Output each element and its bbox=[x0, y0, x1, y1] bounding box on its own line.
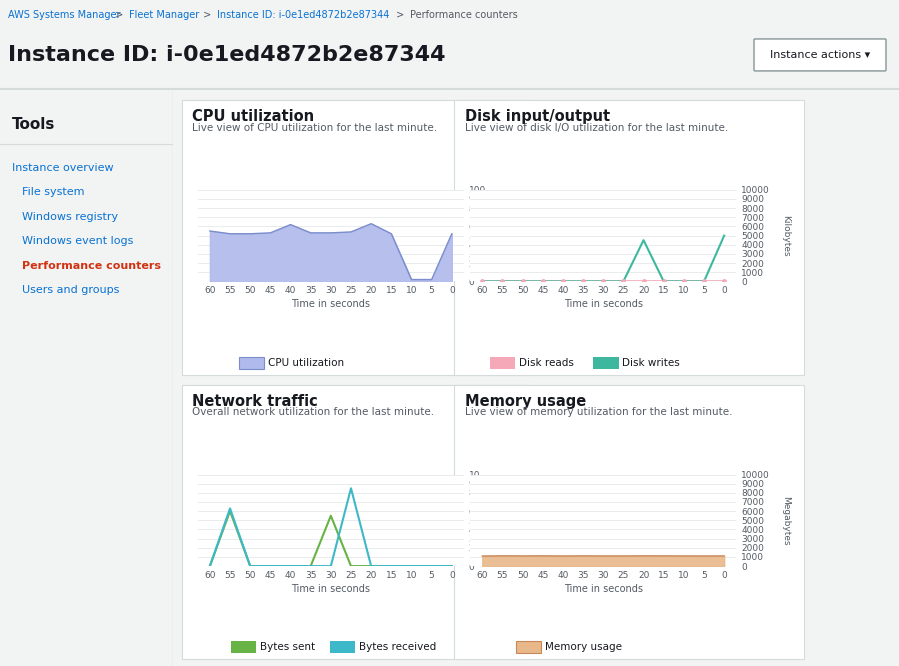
Text: Disk writes: Disk writes bbox=[622, 358, 680, 368]
Text: >: > bbox=[112, 10, 127, 20]
Text: Network traffic: Network traffic bbox=[192, 394, 318, 409]
Y-axis label: % Utilization: % Utilization bbox=[497, 207, 506, 264]
Text: Fleet Manager: Fleet Manager bbox=[129, 10, 200, 20]
X-axis label: Time in seconds: Time in seconds bbox=[291, 300, 370, 310]
Point bbox=[556, 276, 570, 286]
Point bbox=[656, 276, 671, 286]
Text: Instance ID: i-0e1ed4872b2e87344: Instance ID: i-0e1ed4872b2e87344 bbox=[217, 10, 389, 20]
Text: Tools: Tools bbox=[13, 117, 56, 132]
Point bbox=[677, 276, 691, 286]
Y-axis label: Kilobytes: Kilobytes bbox=[781, 214, 790, 256]
Text: File system: File system bbox=[22, 187, 85, 197]
Y-axis label: Megabytes: Megabytes bbox=[781, 496, 790, 545]
Text: Instance ID: i-0e1ed4872b2e87344: Instance ID: i-0e1ed4872b2e87344 bbox=[8, 45, 446, 65]
Point bbox=[495, 276, 510, 286]
Text: Overall network utilization for the last minute.: Overall network utilization for the last… bbox=[192, 408, 434, 418]
X-axis label: Time in seconds: Time in seconds bbox=[564, 584, 643, 594]
Text: Windows event logs: Windows event logs bbox=[22, 236, 134, 246]
Text: Bytes received: Bytes received bbox=[359, 642, 436, 653]
Text: Disk input/output: Disk input/output bbox=[465, 109, 610, 125]
Text: Memory usage: Memory usage bbox=[545, 642, 622, 653]
Text: Bytes sent: Bytes sent bbox=[260, 642, 315, 653]
Point bbox=[717, 276, 732, 286]
FancyBboxPatch shape bbox=[754, 39, 886, 71]
Point bbox=[697, 276, 711, 286]
Text: >: > bbox=[200, 10, 215, 20]
Text: Instance actions ▾: Instance actions ▾ bbox=[770, 50, 870, 60]
X-axis label: Time in seconds: Time in seconds bbox=[291, 584, 370, 594]
Point bbox=[475, 276, 489, 286]
Text: Memory usage: Memory usage bbox=[465, 394, 586, 409]
Y-axis label: Kilobytes: Kilobytes bbox=[492, 500, 501, 541]
X-axis label: Time in seconds: Time in seconds bbox=[564, 300, 643, 310]
Text: Performance counters: Performance counters bbox=[22, 260, 161, 270]
Point bbox=[596, 276, 610, 286]
Text: CPU utilization: CPU utilization bbox=[192, 109, 315, 125]
Point bbox=[536, 276, 550, 286]
Text: >: > bbox=[393, 10, 407, 20]
Text: CPU utilization: CPU utilization bbox=[268, 358, 344, 368]
Text: AWS Systems Manager: AWS Systems Manager bbox=[8, 10, 120, 20]
Text: Disk reads: Disk reads bbox=[519, 358, 574, 368]
Point bbox=[576, 276, 591, 286]
Text: Instance overview: Instance overview bbox=[13, 163, 114, 173]
Text: Live view of CPU utilization for the last minute.: Live view of CPU utilization for the las… bbox=[192, 123, 438, 133]
Text: Live view of memory utilization for the last minute.: Live view of memory utilization for the … bbox=[465, 408, 733, 418]
Point bbox=[515, 276, 530, 286]
Text: Users and groups: Users and groups bbox=[22, 285, 120, 295]
Text: Windows registry: Windows registry bbox=[22, 212, 119, 222]
Point bbox=[616, 276, 630, 286]
Point bbox=[636, 276, 651, 286]
Text: Live view of disk I/O utilization for the last minute.: Live view of disk I/O utilization for th… bbox=[465, 123, 728, 133]
Text: Performance counters: Performance counters bbox=[410, 10, 517, 20]
